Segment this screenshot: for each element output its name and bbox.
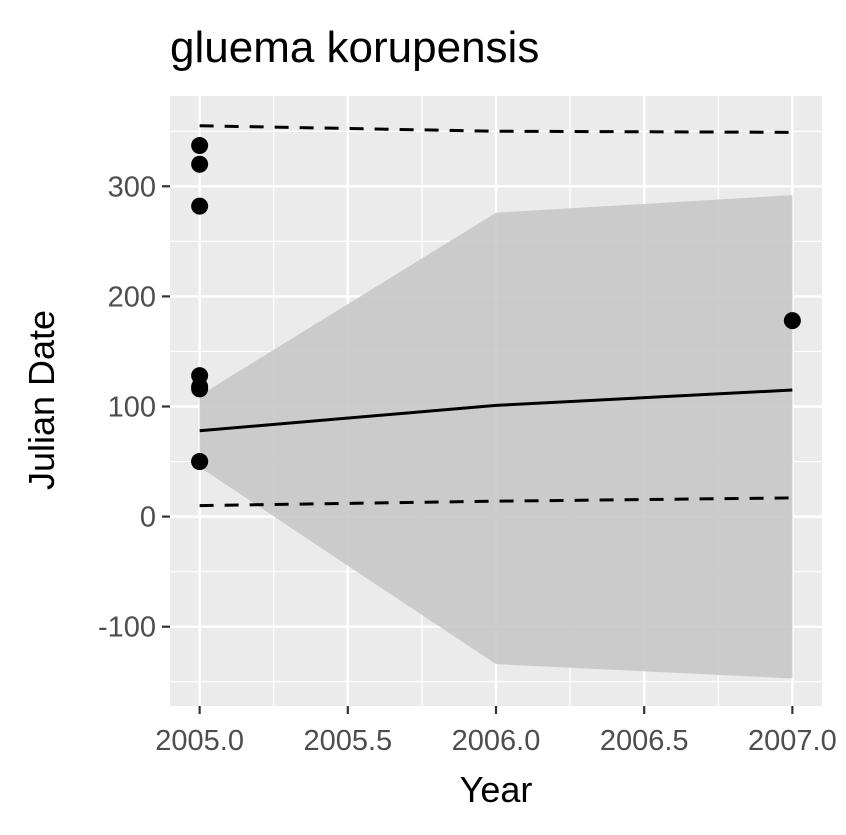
fit-line bbox=[199, 388, 793, 433]
x-tick-label: 2006.5 bbox=[600, 725, 689, 757]
x-tick-label: 2005.5 bbox=[303, 725, 392, 757]
confidence-band bbox=[199, 195, 793, 679]
y-tick-label: 300 bbox=[108, 171, 156, 203]
x-axis-title: Year bbox=[460, 769, 533, 810]
x-tick-label: 2005.0 bbox=[155, 725, 244, 757]
x-tick-label: 2006.0 bbox=[452, 725, 541, 757]
data-point bbox=[191, 380, 209, 398]
y-axis: -100 0 100 200 300 bbox=[98, 171, 170, 644]
y-axis-title: Julian Date bbox=[21, 310, 62, 490]
data-point bbox=[191, 197, 209, 215]
lines-layer bbox=[199, 124, 793, 508]
y-tick-label: 200 bbox=[108, 281, 156, 313]
x-tick-label: 2007.0 bbox=[748, 725, 837, 757]
data-point bbox=[783, 312, 801, 330]
data-point bbox=[191, 137, 209, 155]
y-tick-label: -100 bbox=[98, 612, 156, 644]
points-layer bbox=[191, 137, 801, 471]
data-point bbox=[191, 453, 209, 471]
data-point bbox=[191, 155, 209, 173]
confidence-band-layer bbox=[199, 195, 793, 679]
y-tick-label: 0 bbox=[140, 502, 156, 534]
chart-title: gluema korupensis bbox=[170, 23, 539, 72]
x-axis: 2005.0 2005.5 2006.0 2006.5 2007.0 bbox=[155, 706, 837, 757]
y-tick-label: 100 bbox=[108, 392, 156, 424]
